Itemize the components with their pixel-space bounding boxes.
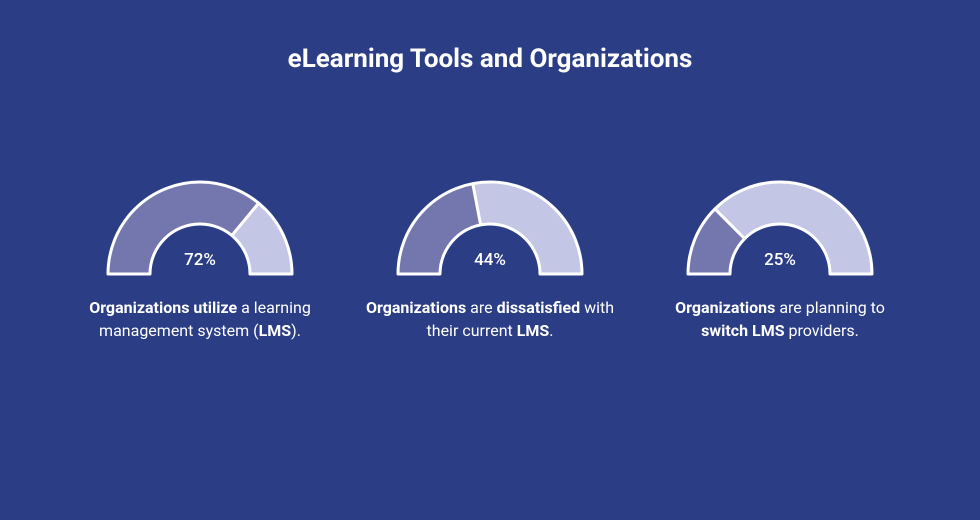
gauge-caption: Organizations utilize a learning managem… [70, 296, 330, 342]
gauge-percent-label: 72% [100, 250, 300, 270]
gauge-card: 72% Organizations utilize a learning man… [70, 174, 330, 342]
gauge-2: 25% [680, 174, 880, 284]
gauge-card: 25% Organizations are planning to switch… [650, 174, 910, 342]
gauges-row: 72% Organizations utilize a learning man… [0, 174, 980, 342]
gauge-card: 44% Organizations are dissatisfied with … [360, 174, 620, 342]
gauge-percent-label: 25% [680, 250, 880, 270]
page-title: eLearning Tools and Organizations [0, 44, 980, 74]
gauge-caption: Organizations are dissatisfied with thei… [360, 296, 620, 342]
gauge-percent-label: 44% [390, 250, 590, 270]
gauge-1: 44% [390, 174, 590, 284]
gauge-caption: Organizations are planning to switch LMS… [650, 296, 910, 342]
gauge-0: 72% [100, 174, 300, 284]
